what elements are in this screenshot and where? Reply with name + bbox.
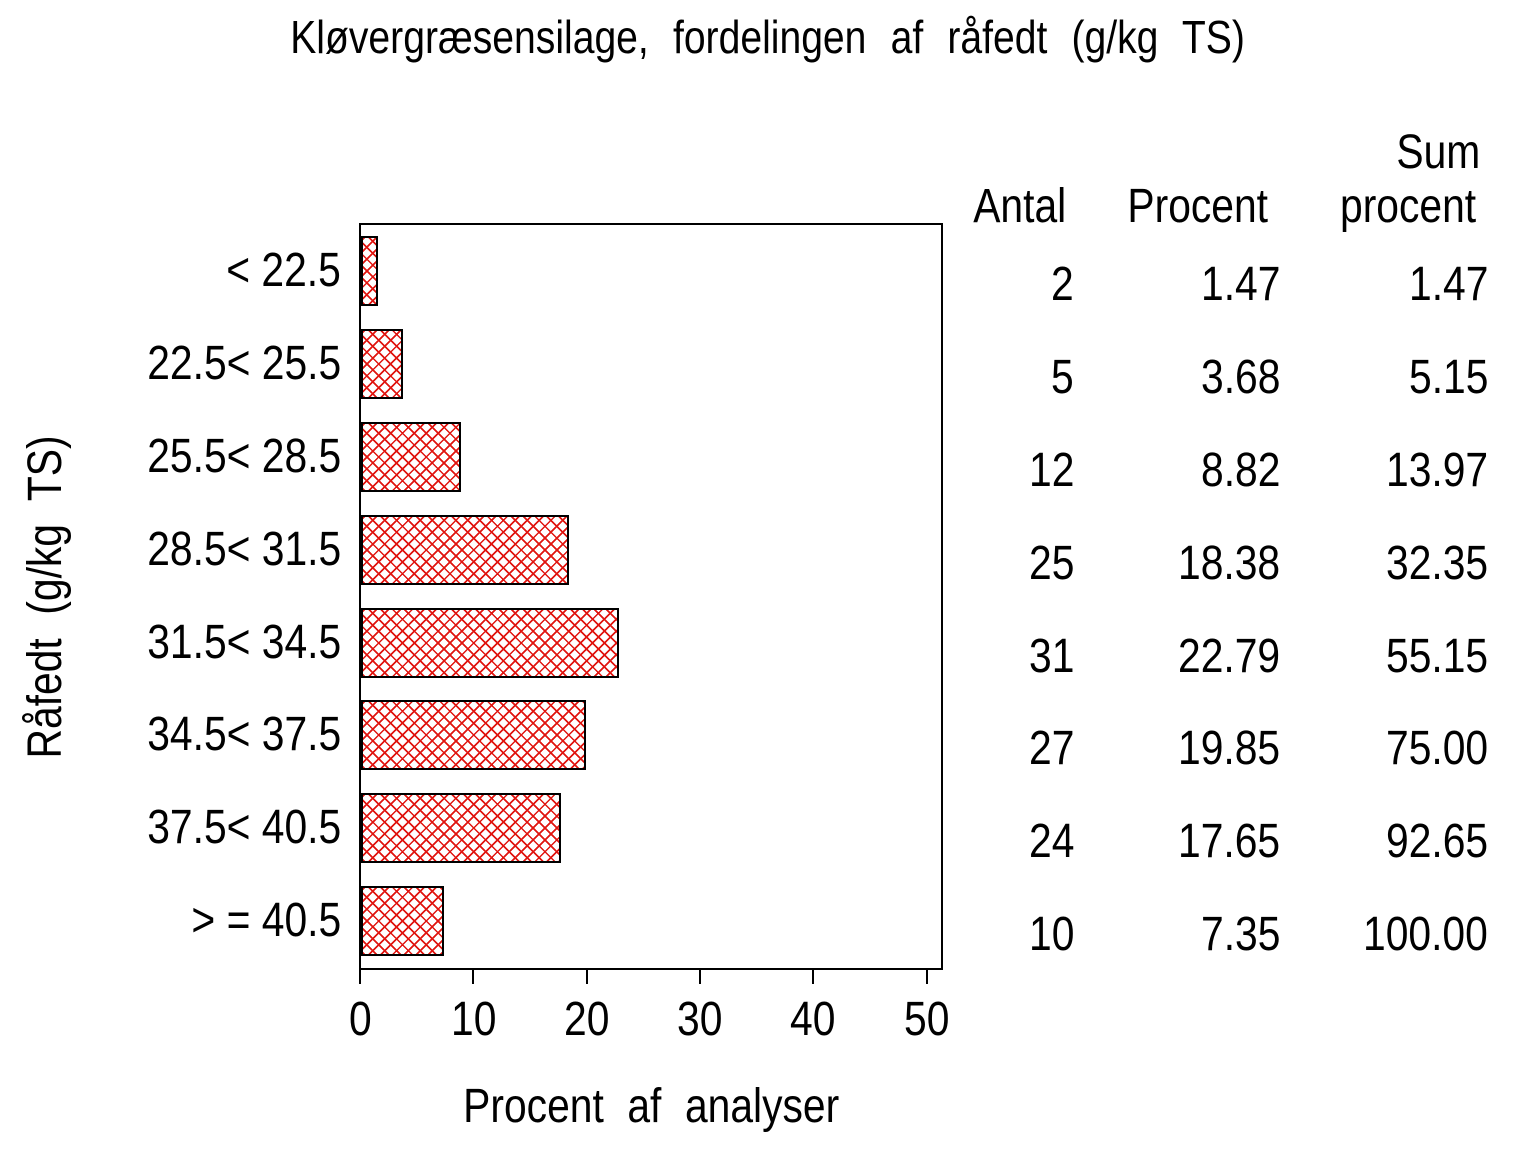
x-tick-label: 0 — [348, 993, 372, 1046]
procent-cell: 8.82 — [1200, 443, 1280, 497]
procent-cell: 7.35 — [1200, 908, 1280, 962]
x-axis-title: Procent af analyser — [359, 1078, 943, 1136]
table-row: 25 18.38 32.35 — [950, 533, 1488, 595]
x-tick-label: 10 — [450, 993, 496, 1046]
procent-cell: 19.85 — [1177, 722, 1280, 776]
x-tick — [812, 968, 815, 984]
x-tick — [585, 968, 588, 984]
table-row: 10 7.35 100.00 — [950, 904, 1488, 966]
sum-procent-cell: 92.65 — [1385, 815, 1488, 869]
y-category-label: < 22.5 — [226, 244, 341, 297]
chart-title-text: Kløvergræsensilage, fordelingen af råfed… — [290, 11, 1246, 63]
antal-cell: 12 — [1028, 443, 1074, 497]
table-rows: 2 1.47 1.47 5 3.68 5.15 12 8.82 13.97 25 18.38 32.3… — [950, 225, 1488, 968]
y-category-label: 25.5< 28.5 — [147, 429, 341, 483]
procent-cell: 17.65 — [1177, 815, 1280, 869]
chart-title: Kløvergræsensilage, fordelingen af råfed… — [0, 8, 1536, 66]
antal-cell: 25 — [1028, 536, 1074, 590]
bar — [361, 607, 620, 678]
bar — [361, 514, 570, 585]
bar — [361, 886, 445, 957]
antal-cell: 31 — [1028, 629, 1074, 683]
sum-procent-column-header: Sum procent — [1339, 126, 1481, 233]
sum-procent-cell: 100.00 — [1363, 908, 1488, 962]
x-tick-label: 40 — [790, 993, 836, 1046]
y-category-label: 31.5< 34.5 — [147, 615, 341, 669]
procent-cell: 18.38 — [1177, 536, 1280, 590]
procent-column-header: Procent — [1126, 180, 1268, 233]
antal-cell: 27 — [1028, 722, 1074, 776]
antal-cell: 5 — [1051, 350, 1074, 404]
sum-procent-cell: 55.15 — [1385, 629, 1488, 683]
y-category-label: 37.5< 40.5 — [147, 801, 341, 855]
x-axis-title-text: Procent af analyser — [462, 1080, 839, 1133]
sum-procent-cell: 75.00 — [1385, 722, 1488, 776]
x-tick-label: 50 — [903, 993, 950, 1046]
x-tick — [698, 968, 701, 984]
bar — [361, 793, 561, 864]
bar — [361, 236, 378, 306]
sum-procent-cell: 13.97 — [1385, 443, 1488, 497]
x-tick-label: 20 — [563, 993, 610, 1046]
antal-cell: 24 — [1028, 815, 1074, 869]
y-category-label: 34.5< 37.5 — [147, 708, 341, 762]
y-axis-labels: < 22.5 22.5< 25.5 25.5< 28.5 28.5< 31.5 31.5… — [0, 225, 341, 968]
table-header: Antal Procent Sum procent — [950, 126, 1488, 234]
plot-area — [359, 223, 943, 970]
table-row: 2 1.47 1.47 — [950, 254, 1488, 316]
x-tick — [472, 968, 475, 984]
table-row: 12 8.82 13.97 — [950, 440, 1488, 502]
procent-cell: 22.79 — [1177, 629, 1280, 683]
procent-cell: 3.68 — [1200, 350, 1280, 404]
bar — [361, 328, 403, 399]
antal-cell: 10 — [1028, 908, 1074, 962]
bar — [361, 421, 461, 492]
x-tick-label: 30 — [677, 993, 723, 1046]
procent-cell: 1.47 — [1200, 258, 1280, 311]
antal-column-header: Antal — [972, 180, 1066, 233]
table-row: 24 17.65 92.65 — [950, 811, 1488, 873]
table-row: 27 19.85 75.00 — [950, 718, 1488, 780]
y-category-label: > = 40.5 — [191, 894, 341, 948]
x-tick — [359, 968, 361, 984]
y-category-label: 22.5< 25.5 — [147, 336, 341, 390]
sum-procent-cell: 5.15 — [1408, 350, 1488, 404]
sum-procent-cell: 32.35 — [1385, 536, 1488, 590]
sum-procent-cell: 1.47 — [1408, 258, 1488, 311]
antal-cell: 2 — [1051, 258, 1074, 311]
bar — [361, 700, 586, 771]
x-tick — [925, 968, 928, 984]
table-row: 5 3.68 5.15 — [950, 347, 1488, 409]
table-row: 31 22.79 55.15 — [950, 626, 1488, 688]
y-category-label: 28.5< 31.5 — [147, 522, 341, 576]
